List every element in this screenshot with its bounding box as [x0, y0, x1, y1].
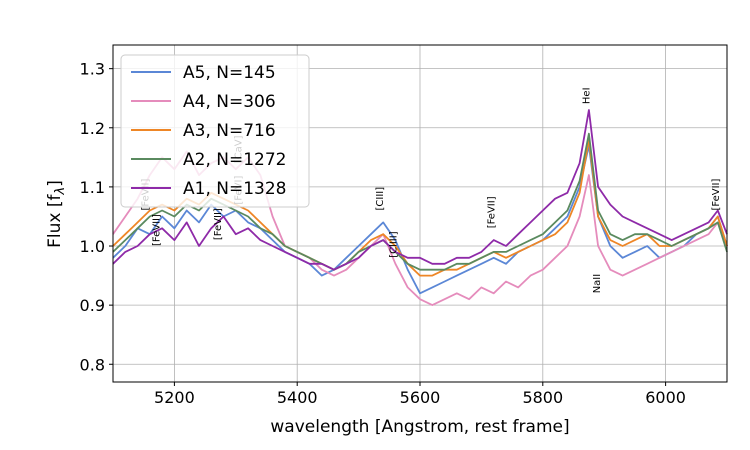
- x-tick-label: 5600: [400, 388, 441, 407]
- legend-label: A1, N=1328: [183, 179, 286, 199]
- x-tick-label: 5200: [154, 388, 195, 407]
- y-tick-label: 1.0: [80, 237, 105, 256]
- line-annotation: [FeVII]: [213, 208, 224, 240]
- series-line-1: [112, 144, 728, 295]
- legend-label: A3, N=716: [183, 121, 276, 141]
- legend-label: A5, N=145: [183, 63, 276, 83]
- y-tick-label: 0.9: [80, 296, 105, 315]
- y-tick-label: 0.8: [80, 355, 105, 374]
- legend-label: A4, N=306: [183, 92, 276, 112]
- line-annotation: [FeVII]: [711, 179, 722, 211]
- y-tick-label: 1.2: [80, 119, 105, 138]
- y-tick-label: 1.1: [80, 178, 105, 197]
- x-ticks: 5200 5400 5600 5800 6000: [154, 382, 686, 407]
- legend: A5, N=145 A4, N=306 A3, N=716 A2, N=1272 A1,…: [120, 54, 310, 208]
- y-axis-label: Flux [fλ]: [45, 180, 68, 248]
- x-axis-label: wavelength [Angstrom, rest frame]: [270, 417, 569, 437]
- x-tick-label: 5800: [522, 388, 563, 407]
- line-annotation: [FeVII]: [152, 214, 163, 246]
- line-annotation: NaII: [592, 274, 603, 294]
- legend-box: [120, 54, 310, 208]
- line-annotation: [ClIII]: [389, 231, 400, 258]
- line-annotation: HeI: [582, 87, 593, 104]
- y-tick-label: 1.3: [80, 60, 105, 79]
- x-tick-label: 6000: [645, 388, 686, 407]
- legend-label: A2, N=1272: [183, 150, 286, 170]
- x-tick-label: 5400: [277, 388, 318, 407]
- series-line-5: [112, 109, 728, 271]
- line-annotation: [FeVII]: [486, 196, 497, 228]
- line-annotation: [CIII]: [375, 187, 386, 211]
- y-ticks: 0.8 0.9 1.0 1.1 1.2 1.3: [80, 60, 113, 374]
